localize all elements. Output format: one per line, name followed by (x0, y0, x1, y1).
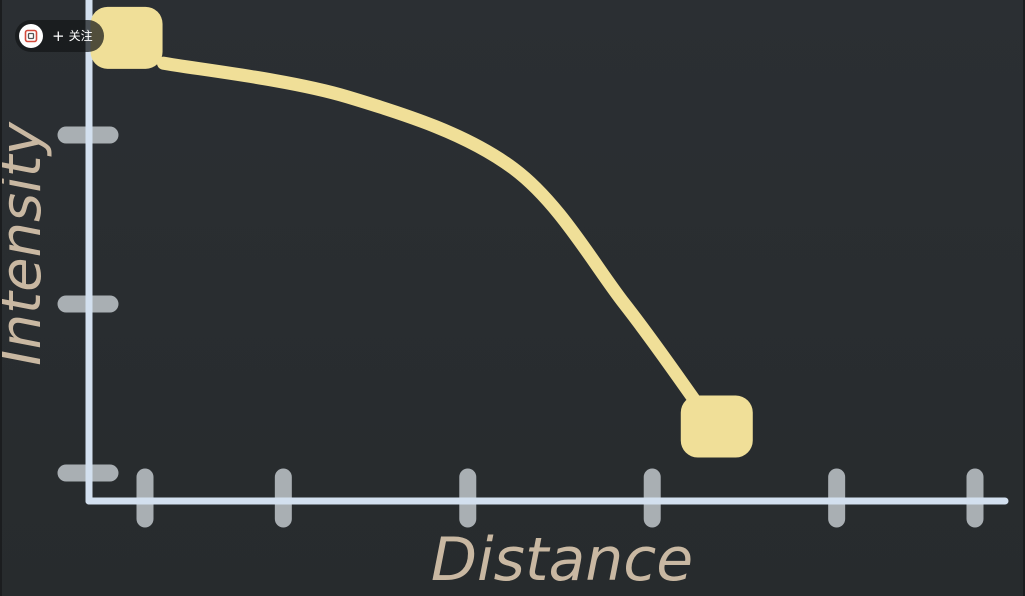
x-axis-title: Distance (431, 525, 693, 595)
intensity-curve (156, 56, 705, 412)
endpoint-start (90, 6, 163, 69)
channel-avatar[interactable] (19, 24, 43, 48)
channel-logo-icon (24, 29, 38, 43)
y-axis-title: Intensity (2, 121, 54, 366)
follow-label: 关注 (68, 29, 93, 43)
plus-icon: + (52, 26, 65, 45)
endpoint-end (680, 395, 753, 458)
curve-endpoints (90, 6, 753, 458)
follow-button[interactable]: + 关注 (15, 20, 104, 52)
